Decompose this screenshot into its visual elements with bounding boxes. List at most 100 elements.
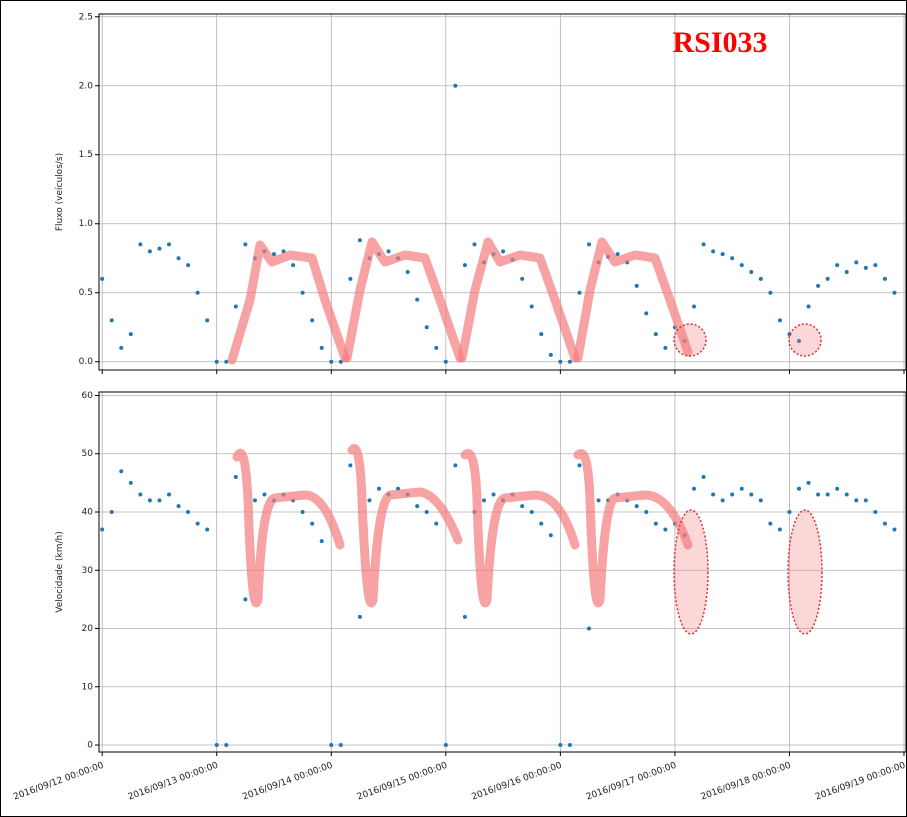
data-point bbox=[835, 263, 840, 268]
data-point bbox=[310, 521, 315, 526]
data-point bbox=[109, 510, 114, 514]
data-point bbox=[176, 256, 181, 261]
data-point bbox=[873, 263, 878, 268]
y-tick-label: 1.0 bbox=[79, 219, 94, 229]
data-point bbox=[319, 345, 324, 350]
highlight bbox=[342, 237, 465, 363]
data-point bbox=[291, 263, 296, 268]
data-point bbox=[596, 498, 601, 503]
data-point bbox=[195, 521, 200, 526]
y-axis-label: Velocidade (km/h) bbox=[55, 531, 65, 613]
data-point bbox=[386, 249, 391, 254]
data-point bbox=[758, 498, 763, 503]
data-point bbox=[634, 283, 639, 288]
plot-frame bbox=[98, 391, 907, 753]
data-point bbox=[730, 256, 735, 261]
data-point bbox=[357, 238, 362, 243]
data-point bbox=[520, 276, 525, 281]
data-point bbox=[453, 463, 458, 468]
y-tick-label: 0.5 bbox=[79, 288, 93, 298]
y-tick-label: 2.0 bbox=[79, 81, 94, 91]
data-point bbox=[329, 743, 334, 748]
data-point bbox=[577, 463, 582, 468]
data-point bbox=[520, 504, 525, 509]
data-point bbox=[176, 504, 181, 509]
data-point bbox=[892, 527, 897, 532]
data-point bbox=[882, 276, 887, 281]
data-point bbox=[739, 486, 744, 491]
data-point bbox=[348, 463, 353, 468]
data-point bbox=[797, 486, 802, 491]
data-point bbox=[749, 492, 754, 497]
data-point bbox=[739, 263, 744, 268]
data-point bbox=[319, 539, 324, 544]
data-point bbox=[357, 614, 362, 619]
y-axis-label: Fluxo (veículos/s) bbox=[55, 153, 65, 231]
data-point bbox=[711, 492, 716, 497]
data-point bbox=[329, 359, 334, 364]
data-point bbox=[663, 527, 668, 532]
data-point bbox=[147, 498, 152, 503]
data-point bbox=[186, 263, 191, 268]
highlight-zone bbox=[673, 323, 707, 357]
data-point bbox=[233, 304, 238, 309]
data-point bbox=[157, 498, 162, 503]
data-point bbox=[348, 276, 353, 281]
data-point bbox=[167, 492, 172, 497]
data-point bbox=[424, 325, 429, 330]
data-point bbox=[730, 492, 735, 497]
data-point bbox=[415, 297, 420, 302]
data-point bbox=[186, 510, 191, 514]
data-point bbox=[587, 626, 592, 631]
data-point bbox=[653, 521, 658, 526]
data-point bbox=[128, 332, 133, 337]
data-point bbox=[844, 492, 849, 497]
data-point bbox=[539, 332, 544, 337]
highlight-zone bbox=[673, 509, 709, 635]
data-point bbox=[224, 359, 229, 364]
data-point bbox=[233, 475, 238, 480]
data-point bbox=[300, 290, 305, 295]
data-point bbox=[558, 743, 563, 748]
data-point bbox=[816, 283, 821, 288]
y-tick-label: 2.5 bbox=[79, 12, 93, 22]
data-point bbox=[214, 359, 219, 364]
data-point bbox=[644, 510, 649, 514]
data-point bbox=[100, 276, 105, 281]
data-point bbox=[806, 480, 811, 485]
annotation: RSI033 bbox=[672, 26, 767, 59]
data-point bbox=[816, 492, 821, 497]
data-point bbox=[300, 510, 305, 514]
highlights bbox=[227, 237, 823, 635]
data-point bbox=[501, 249, 506, 254]
data-point bbox=[653, 332, 658, 337]
highlight bbox=[460, 449, 580, 608]
data-point bbox=[138, 242, 143, 247]
data-point bbox=[701, 242, 706, 247]
data-point bbox=[252, 498, 257, 503]
data-point bbox=[797, 339, 802, 344]
data-point bbox=[224, 743, 229, 748]
data-point bbox=[806, 304, 811, 309]
data-point bbox=[443, 743, 448, 748]
data-point bbox=[128, 480, 133, 485]
y-tick-label: 30 bbox=[82, 566, 94, 576]
data-point bbox=[205, 527, 210, 532]
data-point bbox=[548, 533, 553, 538]
data-point bbox=[892, 290, 897, 295]
data-point bbox=[272, 252, 277, 257]
data-point bbox=[147, 249, 152, 254]
data-point bbox=[787, 510, 792, 514]
data-point bbox=[367, 498, 372, 503]
data-point bbox=[415, 504, 420, 509]
data-point bbox=[424, 510, 429, 514]
data-point bbox=[405, 270, 410, 275]
data-point bbox=[634, 504, 639, 509]
data-point bbox=[567, 743, 572, 748]
highlight bbox=[573, 449, 693, 608]
data-point bbox=[434, 345, 439, 350]
data-point bbox=[863, 265, 868, 270]
data-point bbox=[692, 304, 697, 309]
